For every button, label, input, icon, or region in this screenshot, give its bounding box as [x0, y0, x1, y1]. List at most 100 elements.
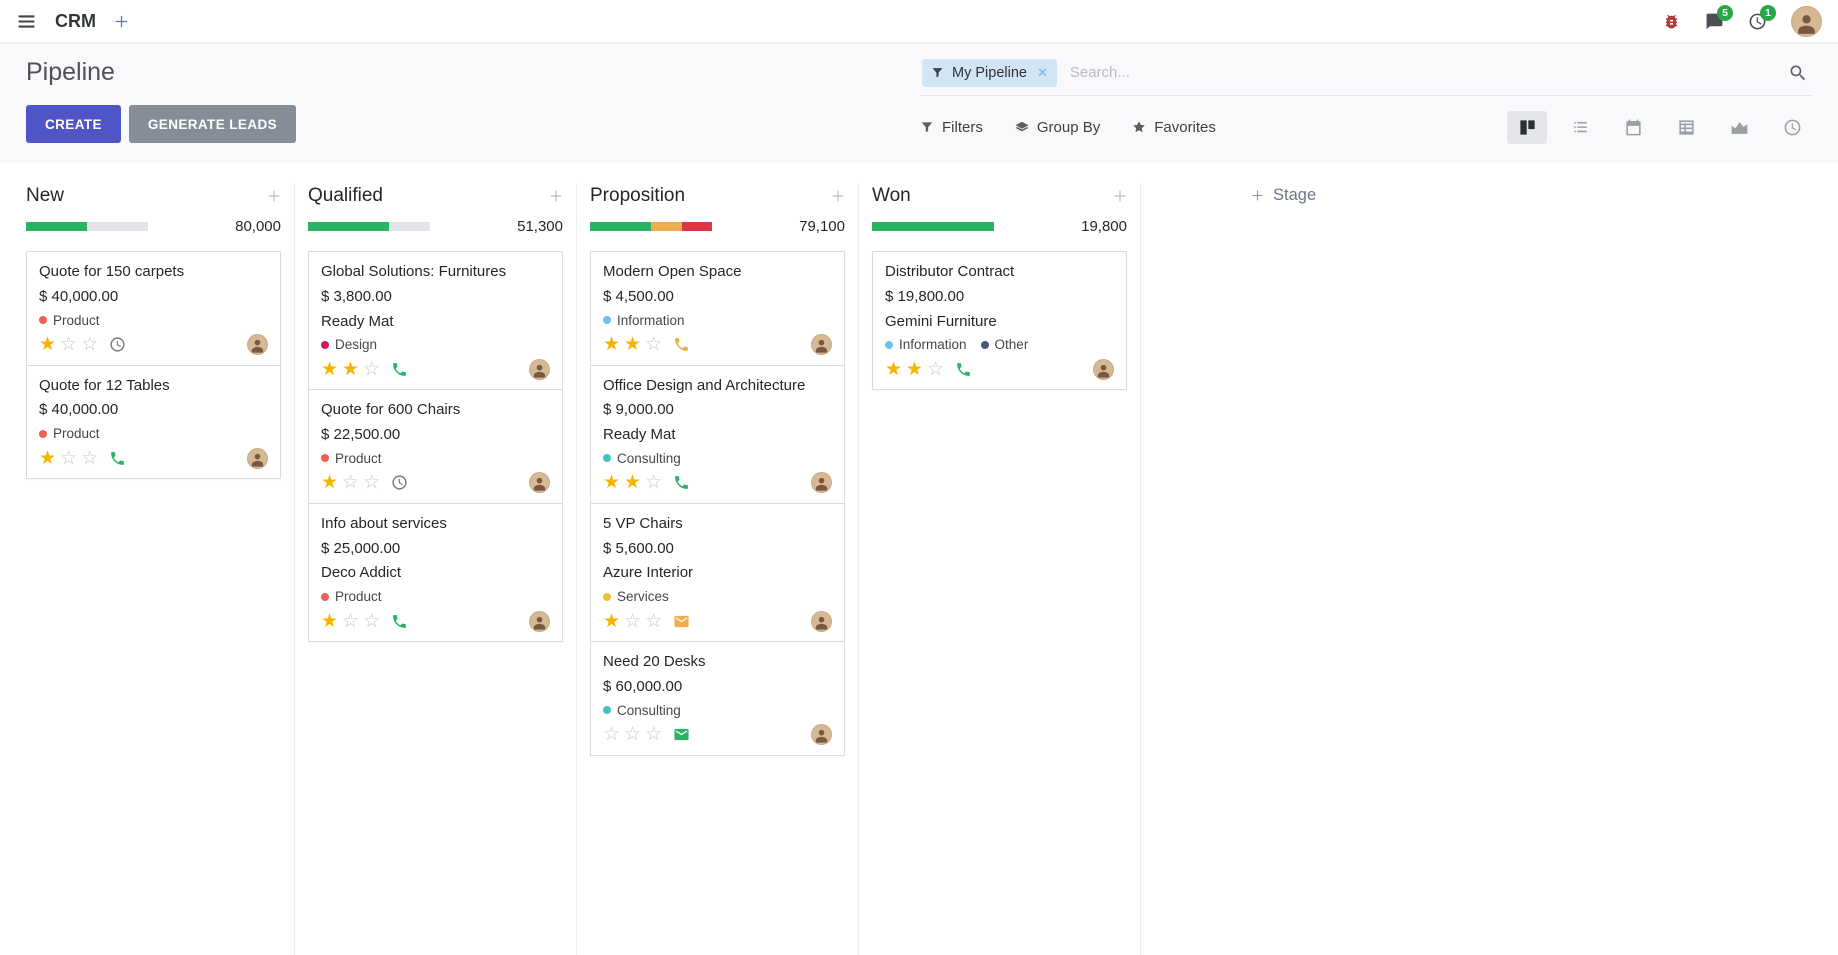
top-navbar: CRM 5 1: [0, 0, 1838, 42]
bug-icon[interactable]: [1662, 12, 1681, 31]
apps-menu-icon[interactable]: [16, 11, 37, 32]
clock-activity-icon[interactable]: [109, 336, 126, 353]
phone-activity-icon[interactable]: [673, 336, 690, 353]
priority-stars[interactable]: ★ ☆ ☆: [39, 447, 99, 469]
kanban-column-qualified: Qualified 51,300 Global Solutions: Furni…: [295, 183, 577, 955]
card-title: 5 VP Chairs: [603, 514, 683, 532]
user-avatar[interactable]: [1791, 5, 1822, 37]
search-input[interactable]: [1069, 64, 1788, 81]
kanban-card[interactable]: Quote for 150 carpets $ 40,000.00 Produc…: [26, 251, 281, 366]
priority-stars[interactable]: ★ ☆ ☆: [603, 610, 663, 632]
avatar[interactable]: [247, 447, 268, 469]
column-progress-bar[interactable]: [26, 222, 148, 231]
favorites-button[interactable]: Favorites: [1132, 119, 1216, 136]
filters-button[interactable]: Filters: [920, 119, 983, 136]
search-facet[interactable]: My Pipeline ✕: [922, 58, 1057, 87]
phone-activity-icon[interactable]: [673, 474, 690, 491]
kanban-card[interactable]: Office Design and Architecture $ 9,000.0…: [590, 364, 845, 504]
phone-activity-icon[interactable]: [109, 450, 126, 467]
calendar-view-icon[interactable]: [1613, 111, 1653, 144]
search-icon[interactable]: [1788, 63, 1808, 83]
tag-label: Consulting: [617, 702, 681, 718]
priority-stars[interactable]: ★ ★ ☆: [885, 358, 945, 380]
activity-view-icon[interactable]: [1772, 111, 1812, 144]
messages-icon[interactable]: 5: [1705, 4, 1733, 31]
card-title: Info about services: [321, 514, 447, 532]
generate-leads-button[interactable]: GENERATE LEADS: [128, 105, 297, 143]
kanban-card[interactable]: Quote for 12 Tables $ 40,000.00 Product …: [26, 364, 281, 479]
priority-stars[interactable]: ☆ ☆ ☆: [603, 724, 663, 745]
column-title[interactable]: Qualified: [308, 185, 383, 206]
mail-activity-icon[interactable]: [673, 613, 690, 630]
kanban-card[interactable]: Modern Open Space $ 4,500.00 Information…: [590, 251, 845, 366]
tag-label: Product: [53, 312, 100, 328]
avatar[interactable]: [1093, 358, 1114, 380]
progress-segment: [651, 222, 682, 231]
priority-stars[interactable]: ★ ☆ ☆: [321, 472, 381, 494]
priority-stars[interactable]: ★ ★ ☆: [603, 472, 663, 494]
avatar[interactable]: [529, 472, 550, 494]
column-quick-add-icon[interactable]: [1113, 189, 1127, 203]
card-tags: Product: [39, 426, 268, 441]
priority-stars[interactable]: ★ ★ ☆: [321, 358, 381, 380]
plus-icon[interactable]: [114, 14, 129, 29]
pivot-view-icon[interactable]: [1666, 111, 1706, 144]
kanban-card[interactable]: Distributor Contract $ 19,800.00 Gemini …: [872, 251, 1127, 391]
graph-view-icon[interactable]: [1719, 111, 1759, 144]
phone-activity-icon[interactable]: [955, 361, 972, 378]
avatar[interactable]: [247, 334, 268, 355]
card-tags: Design: [321, 337, 550, 352]
progress-segment: [872, 222, 994, 231]
column-title[interactable]: Proposition: [590, 185, 686, 206]
app-name[interactable]: CRM: [55, 10, 96, 31]
column-quick-add-icon[interactable]: [267, 189, 281, 203]
list-view-icon[interactable]: [1560, 111, 1600, 144]
card-partner: Azure Interior: [603, 564, 694, 582]
priority-stars[interactable]: ★ ☆ ☆: [321, 610, 381, 632]
messages-badge: 5: [1717, 4, 1733, 21]
kanban-card[interactable]: Info about services $ 25,000.00 Deco Add…: [308, 502, 563, 642]
tag-label: Consulting: [617, 450, 681, 466]
card-amount: $ 22,500.00: [321, 426, 401, 443]
clock-activity-icon[interactable]: [391, 474, 408, 491]
kanban-view-icon[interactable]: [1507, 110, 1547, 144]
avatar[interactable]: [811, 334, 832, 355]
create-button[interactable]: CREATE: [26, 105, 121, 143]
mail-activity-icon[interactable]: [673, 726, 690, 743]
tag-color-dot: [603, 454, 611, 463]
column-title[interactable]: Won: [872, 185, 911, 206]
kanban-card[interactable]: Global Solutions: Furnitures $ 3,800.00 …: [308, 251, 563, 391]
kanban-board: New 80,000 Quote for 150 carpets $ 40,00…: [0, 163, 1838, 955]
progress-segment: [26, 222, 87, 231]
tag-label: Design: [335, 337, 378, 353]
column-quick-add-icon[interactable]: [831, 189, 845, 203]
avatar[interactable]: [811, 472, 832, 494]
card-amount: $ 19,800.00: [885, 287, 965, 305]
avatar[interactable]: [811, 610, 832, 632]
column-quick-add-icon[interactable]: [549, 189, 563, 203]
tag-color-dot: [39, 429, 47, 438]
avatar[interactable]: [811, 724, 832, 745]
card-title: Distributor Contract: [885, 263, 1015, 280]
kanban-column-proposition: Proposition 79,100 Modern Open Space $ 4…: [577, 183, 859, 955]
column-expected-revenue: 51,300: [517, 218, 563, 235]
kanban-card[interactable]: 5 VP Chairs $ 5,600.00 Azure Interior Se…: [590, 502, 845, 642]
tag-color-dot: [321, 340, 329, 349]
column-progress-bar[interactable]: [872, 222, 994, 231]
column-title[interactable]: New: [26, 185, 65, 206]
column-progress-bar[interactable]: [590, 222, 712, 231]
column-progress-bar[interactable]: [308, 222, 430, 231]
avatar[interactable]: [529, 358, 550, 380]
kanban-card[interactable]: Quote for 600 Chairs $ 22,500.00 Product…: [308, 389, 563, 504]
phone-activity-icon[interactable]: [391, 361, 408, 378]
facet-remove-icon[interactable]: ✕: [1036, 65, 1048, 80]
priority-stars[interactable]: ★ ☆ ☆: [39, 334, 99, 355]
phone-activity-icon[interactable]: [391, 613, 408, 630]
activities-clock-icon[interactable]: 1: [1748, 4, 1776, 31]
priority-stars[interactable]: ★ ★ ☆: [603, 334, 663, 355]
group-by-button[interactable]: Group By: [1015, 119, 1100, 136]
kanban-card[interactable]: Need 20 Desks $ 60,000.00 Consulting ☆ ☆ ☆: [590, 641, 845, 756]
add-stage-button[interactable]: Stage: [1251, 186, 1316, 205]
avatar[interactable]: [529, 610, 550, 632]
